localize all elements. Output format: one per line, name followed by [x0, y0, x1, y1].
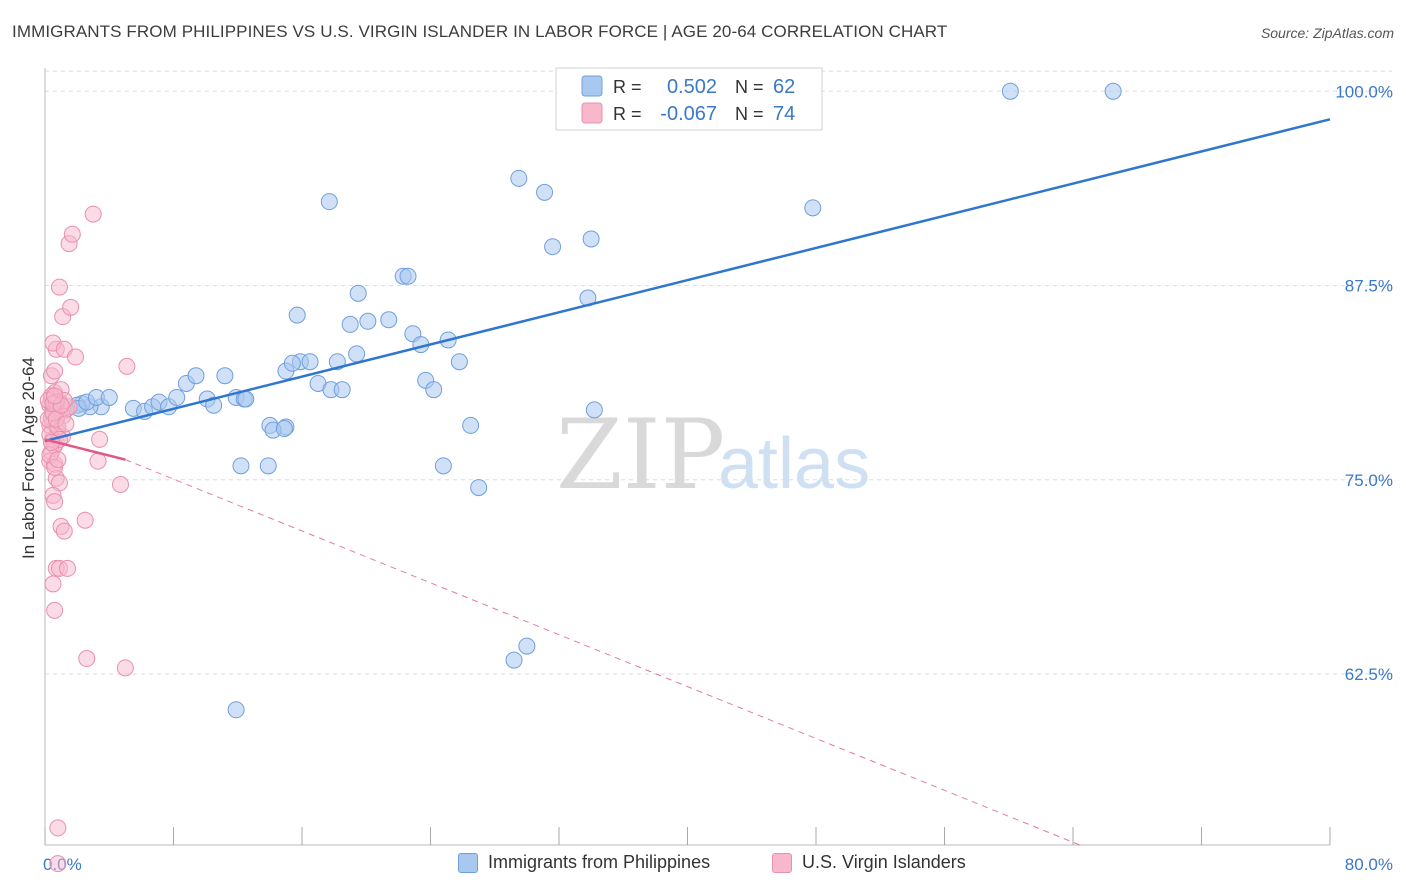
philippines-point — [470, 479, 488, 497]
virgin-islanders-point — [111, 475, 129, 493]
philippines-point — [399, 267, 417, 285]
virgin-islanders-trend-extension — [125, 459, 1081, 846]
y-tick-label: 100.0% — [1335, 82, 1393, 101]
y-tick-label: 75.0% — [1345, 471, 1393, 490]
philippines-swatch — [458, 852, 478, 873]
y-tick-label: 87.5% — [1345, 277, 1393, 296]
virgin-islanders-point — [89, 452, 107, 470]
stats-legend: R = 0.502 N = 62 R = -0.067 N = 74 — [555, 67, 823, 131]
legend-label-virgin-islanders: U.S. Virgin Islanders — [802, 852, 966, 872]
philippines-point — [544, 238, 562, 256]
philippines-point — [380, 311, 398, 329]
virgin-islanders-point — [46, 601, 64, 619]
x-tick-marks — [44, 827, 1331, 845]
philippines-point — [259, 457, 277, 475]
philippines-point — [275, 420, 293, 438]
philippines-point — [582, 230, 600, 248]
philippines-point — [536, 183, 554, 201]
stats-swatch-philippines — [581, 75, 603, 97]
series-virgin-islanders-points — [39, 205, 136, 873]
philippines-point — [168, 388, 186, 406]
philippines-point — [359, 312, 377, 330]
legend-label-philippines: Immigrants from Philippines — [488, 852, 711, 872]
virgin-islanders-point — [57, 415, 75, 433]
legend-item-philippines[interactable]: Immigrants from Philippines — [458, 852, 710, 873]
virgin-islanders-point — [116, 659, 134, 677]
philippines-point — [187, 367, 205, 385]
watermark-atlas: atlas — [718, 424, 870, 504]
virgin-islanders-point — [67, 348, 85, 366]
virgin-islanders-point — [62, 298, 80, 316]
philippines-point — [450, 353, 468, 371]
philippines-point — [333, 381, 351, 399]
philippines-point — [510, 169, 528, 187]
n-value: 74 — [773, 103, 795, 125]
virgin-islanders-point — [46, 493, 64, 511]
philippines-point — [288, 306, 306, 324]
virgin-islanders-point — [46, 387, 64, 405]
philippines-trend-line — [44, 118, 1331, 443]
philippines-point — [348, 345, 366, 363]
philippines-point — [462, 416, 480, 434]
y-tick-label: 62.5% — [1345, 665, 1393, 684]
x-tick-label: 80.0% — [1345, 855, 1393, 874]
n-label: N = — [735, 104, 764, 124]
stats-swatch-virgin-islanders — [581, 102, 603, 124]
r-value: -0.067 — [660, 103, 717, 125]
virgin-islanders-point — [49, 819, 67, 837]
r-label: R = — [613, 104, 642, 124]
philippines-point — [1104, 82, 1122, 100]
virgin-islanders-swatch — [772, 852, 792, 873]
philippines-point — [341, 315, 359, 333]
virgin-islanders-point — [55, 522, 73, 540]
philippines-point — [301, 353, 319, 371]
philippines-point — [349, 284, 367, 302]
philippines-point — [585, 401, 603, 419]
philippines-point — [283, 354, 301, 372]
philippines-point — [320, 193, 338, 211]
virgin-islanders-point — [49, 855, 67, 873]
philippines-point — [505, 651, 523, 669]
philippines-point — [227, 701, 245, 719]
y-axis-label: In Labor Force | Age 20-64 — [19, 357, 38, 559]
watermark-zip: ZIP — [556, 399, 725, 511]
philippines-point — [237, 390, 255, 408]
bottom-legend: Immigrants from Philippines U.S. Virgin … — [0, 852, 1406, 878]
virgin-islanders-point — [78, 650, 96, 668]
philippines-point — [1001, 82, 1019, 100]
r-value: 0.502 — [667, 76, 717, 98]
philippines-point — [232, 457, 250, 475]
philippines-point — [425, 381, 443, 399]
gridlines — [45, 70, 1392, 675]
virgin-islanders-point — [58, 559, 76, 577]
source-label: Source: ZipAtlas.com — [1260, 25, 1394, 41]
n-label: N = — [735, 77, 764, 97]
n-value: 62 — [773, 76, 795, 98]
virgin-islanders-point — [49, 451, 67, 469]
philippines-point — [205, 396, 223, 414]
virgin-islanders-point — [50, 278, 68, 296]
philippines-point — [518, 637, 536, 655]
philippines-point — [100, 388, 118, 406]
legend-item-virgin-islanders[interactable]: U.S. Virgin Islanders — [772, 852, 966, 873]
virgin-islanders-point — [118, 357, 136, 375]
chart-title: IMMIGRANTS FROM PHILIPPINES VS U.S. VIRG… — [12, 22, 948, 41]
r-label: R = — [613, 77, 642, 97]
virgin-islanders-point — [91, 430, 109, 448]
virgin-islanders-point — [84, 205, 102, 223]
philippines-point — [434, 457, 452, 475]
philippines-point — [804, 199, 822, 217]
virgin-islanders-point — [46, 362, 64, 380]
philippines-point — [216, 367, 234, 385]
virgin-islanders-point — [76, 511, 94, 529]
virgin-islanders-point — [44, 575, 62, 593]
virgin-islanders-trend-line — [44, 438, 126, 461]
virgin-islanders-point — [63, 225, 81, 243]
